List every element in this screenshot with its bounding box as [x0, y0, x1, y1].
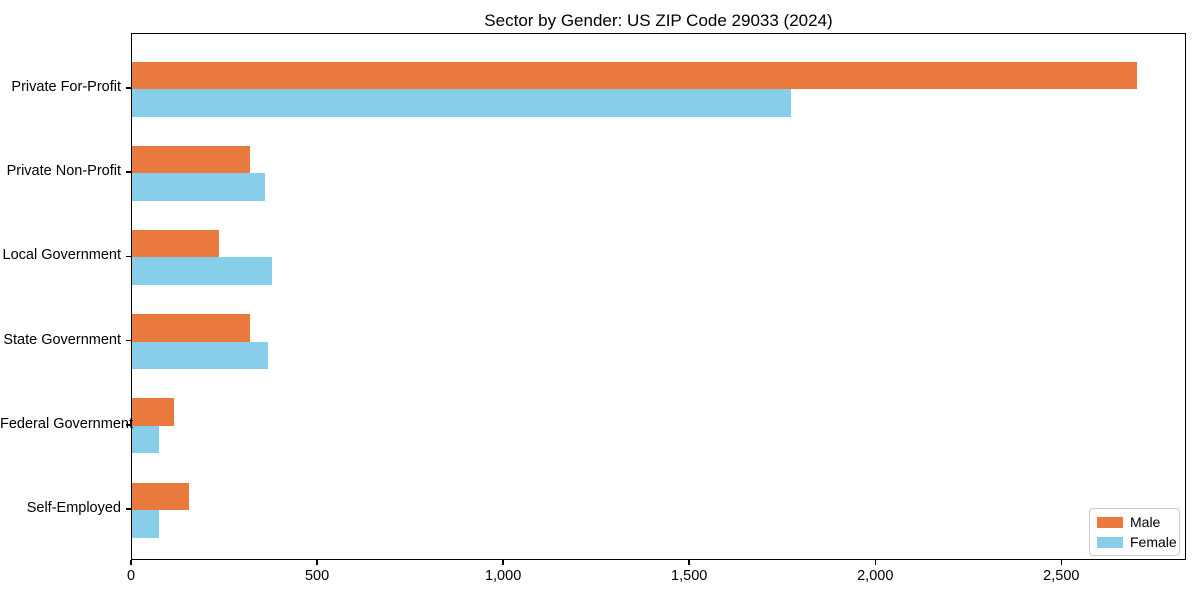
legend-item-female: Female: [1097, 534, 1177, 550]
y-axis-category-label: Local Government: [2, 247, 121, 264]
bar-male-private-for-profit: [132, 61, 1137, 89]
bar-male-self-employed: [132, 482, 189, 510]
chart-title: Sector by Gender: US ZIP Code 29033 (202…: [484, 11, 833, 30]
x-axis-tick: [502, 560, 504, 565]
legend-swatch-male: [1097, 516, 1123, 528]
bar-male-private-non-profit: [132, 145, 250, 174]
bar-female-state-government: [132, 341, 269, 370]
bar-male-state-government: [132, 314, 250, 342]
y-axis-tick: [126, 87, 131, 89]
bar-female-private-for-profit: [132, 89, 791, 117]
y-axis-tick: [126, 508, 131, 510]
y-axis-tick: [126, 255, 131, 258]
x-axis-tick-label: 0: [126, 568, 136, 584]
y-axis-tick: [126, 339, 131, 342]
x-axis-tick-label: 500: [304, 568, 330, 584]
x-axis-tick-label: 1,000: [484, 568, 522, 584]
x-axis-tick: [316, 560, 318, 565]
y-axis-category-label: Private For-Profit: [11, 79, 121, 95]
bar-male-local-government: [132, 229, 220, 258]
bar-male-federal-government: [132, 398, 174, 426]
x-axis-tick-label: 1,500: [671, 568, 708, 584]
x-axis-tick-label: 2,500: [1043, 568, 1080, 584]
legend-label-male: Male: [1130, 514, 1161, 530]
x-axis-tick: [874, 560, 877, 565]
legend-item-male: Male: [1097, 514, 1172, 530]
x-axis-tick: [688, 560, 690, 565]
y-axis-tick: [126, 171, 131, 173]
bar-female-federal-government: [132, 425, 160, 454]
bar-female-private-non-profit: [132, 173, 266, 201]
plot-area: [131, 33, 1186, 560]
y-axis-category-label: State Government: [3, 331, 121, 348]
x-axis-tick: [130, 560, 132, 565]
x-axis-tick-label: 2,000: [857, 568, 894, 584]
bar-female-self-employed: [132, 510, 159, 538]
y-axis-category-label: Federal Government: [0, 415, 133, 432]
y-axis-tick: [126, 424, 131, 426]
legend: Male Female: [1089, 508, 1180, 556]
y-axis-category-label: Private Non-Profit: [6, 163, 121, 180]
legend-swatch-female: [1097, 536, 1123, 548]
x-axis-tick: [1060, 560, 1063, 565]
bar-female-local-government: [132, 257, 273, 285]
y-axis-category-label: Self-Employed: [26, 500, 121, 516]
legend-label-female: Female: [1130, 534, 1177, 550]
